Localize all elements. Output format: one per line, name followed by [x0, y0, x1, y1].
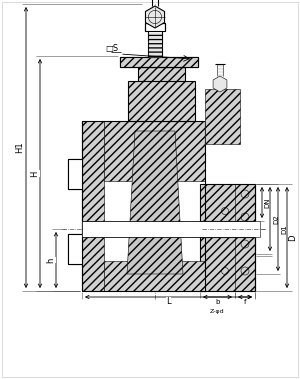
Bar	[145, 23, 165, 31]
Text: L: L	[166, 298, 171, 307]
Text: D1: D1	[281, 224, 287, 234]
Text: □S: □S	[105, 44, 118, 53]
Polygon shape	[205, 89, 240, 144]
Polygon shape	[127, 131, 183, 274]
Polygon shape	[138, 67, 185, 81]
Text: b: b	[215, 299, 220, 305]
Text: Z-φd: Z-φd	[210, 309, 225, 313]
Polygon shape	[82, 121, 104, 291]
Polygon shape	[200, 237, 255, 291]
Text: h: h	[46, 257, 56, 263]
Text: H1: H1	[16, 142, 25, 153]
Text: D: D	[289, 234, 298, 241]
Polygon shape	[68, 159, 82, 189]
Polygon shape	[128, 81, 195, 121]
Text: H: H	[31, 170, 40, 177]
Bar	[148, 31, 162, 57]
Bar	[120, 57, 198, 67]
Text: DN: DN	[264, 197, 270, 208]
Text: f: f	[244, 299, 246, 305]
Bar	[200, 221, 255, 237]
Polygon shape	[104, 261, 205, 291]
Polygon shape	[213, 76, 227, 92]
Polygon shape	[104, 121, 205, 181]
Text: D2: D2	[273, 214, 279, 224]
Polygon shape	[120, 57, 198, 67]
Polygon shape	[146, 6, 164, 28]
Bar	[82, 221, 260, 237]
Polygon shape	[68, 234, 82, 264]
Polygon shape	[200, 184, 255, 221]
